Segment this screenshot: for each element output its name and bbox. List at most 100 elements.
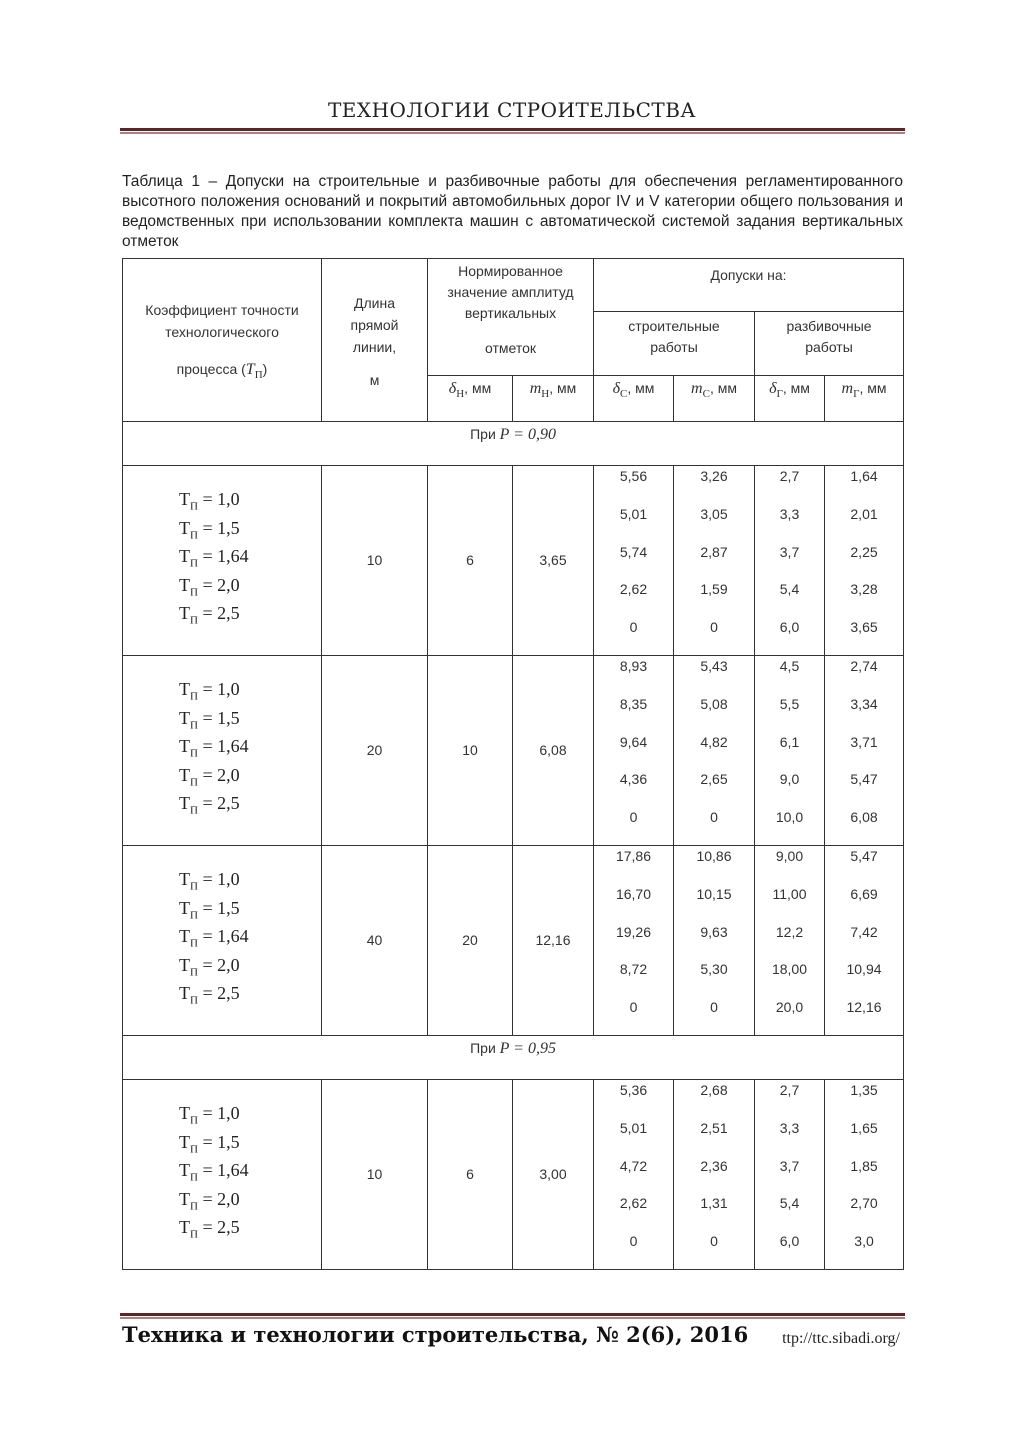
value: 0 [710, 999, 718, 1016]
mH-cell: 6,08 [512, 654, 594, 846]
header-coefficient: Коэффициент точности технологического про… [122, 258, 322, 422]
value: 16,70 [615, 885, 652, 902]
value: 2,36 [700, 1157, 728, 1174]
value: 5,01 [619, 505, 648, 522]
dC-cell: 8,93 8,35 9,64 4,36 0 [593, 654, 674, 846]
value: 10,0 [775, 809, 804, 826]
value: 10,94 [846, 961, 882, 978]
tp-values: ТП = 1,0 ТП = 1,5 ТП = 1,64 ТП = 2,0 ТП = 2,… [122, 465, 322, 656]
length-cell: 20 [321, 654, 428, 846]
value: 2,62 [619, 581, 648, 598]
value: 8,72 [619, 961, 648, 978]
subheader-4: δГ, мм [754, 375, 825, 422]
header-length: Длина прямой линии, м [321, 258, 428, 422]
value: 0 [710, 1233, 718, 1250]
value: 3,26 [700, 468, 728, 484]
value: 3,28 [850, 581, 878, 598]
journal-title: Техника и технологии строительства, № 2(… [122, 1322, 749, 1347]
subheader-5: mГ, мм [823, 375, 905, 422]
value: 5,47 [850, 847, 878, 864]
mG-cell: 1,64 2,01 2,25 3,28 3,65 [823, 465, 905, 656]
value: 2,74 [850, 657, 878, 674]
value: 5,08 [700, 695, 728, 712]
value: 12,2 [775, 923, 804, 940]
value: 12,16 [846, 999, 882, 1016]
value: 6,1 [779, 733, 800, 750]
probability-row: При P = 0,95 [121, 1034, 905, 1080]
value: 3,0 [854, 1233, 874, 1250]
table-row: ТП = 1,0 ТП = 1,5 ТП = 1,64 ТП = 2,0 ТП = 2,… [122, 844, 905, 1036]
value: 2,62 [619, 1195, 648, 1212]
value: 6,08 [850, 809, 878, 826]
value: 5,47 [850, 771, 878, 788]
value: 4,5 [779, 657, 800, 674]
value: 1,65 [850, 1119, 878, 1136]
tolerance-table: Коэффициент точности технологического про… [121, 258, 905, 1270]
value: 4,72 [619, 1157, 648, 1174]
table-row: ТП = 1,0 ТП = 1,5 ТП = 1,64 ТП = 2,0 ТП = 2,… [122, 654, 905, 846]
dG-cell: 2,7 3,3 3,7 5,4 6,0 [754, 1078, 825, 1270]
value: 17,86 [615, 847, 652, 864]
value: 3,65 [850, 619, 878, 636]
header-tolerances: Допуски на: [592, 258, 905, 312]
subheader-1: mН, мм [512, 375, 594, 422]
length-cell: 10 [321, 1078, 428, 1270]
length-cell: 40 [321, 844, 428, 1036]
value: 8,35 [619, 695, 648, 712]
value: 5,56 [619, 468, 648, 484]
subheader-2: δС, мм [593, 375, 674, 422]
value: 3,05 [700, 505, 728, 522]
value: 5,30 [700, 961, 728, 978]
value: 6,0 [779, 1233, 800, 1250]
value: 11,00 [772, 885, 807, 902]
value: 2,65 [700, 771, 728, 788]
value: 0 [629, 999, 638, 1016]
length-cell: 10 [321, 465, 428, 656]
mG-cell: 1,35 1,65 1,85 2,70 3,0 [823, 1078, 905, 1270]
value: 3,34 [850, 695, 878, 712]
value: 3,3 [779, 505, 800, 522]
dC-cell: 17,86 16,70 19,26 8,72 0 [593, 844, 674, 1036]
value: 2,7 [779, 468, 800, 484]
dH-cell: 10 [427, 654, 513, 846]
value: 3,71 [850, 733, 878, 750]
value: 1,85 [850, 1157, 878, 1174]
dH-cell: 20 [427, 844, 513, 1036]
value: 6,69 [850, 885, 878, 902]
mC-cell: 2,68 2,51 2,36 1,31 0 [673, 1078, 755, 1270]
subheader-3: mС, мм [673, 375, 755, 422]
value: 5,5 [779, 695, 800, 712]
value: 9,00 [775, 847, 804, 864]
value: 2,01 [850, 505, 878, 522]
value: 4,36 [619, 771, 648, 788]
dG-cell: 9,00 11,00 12,2 18,00 20,0 [754, 844, 825, 1036]
mH-cell: 12,16 [512, 844, 594, 1036]
value: 10,86 [696, 847, 732, 864]
value: 2,68 [700, 1081, 728, 1098]
value: 9,0 [779, 771, 800, 788]
header-normalized: Нормированное значение амплитуд вертикал… [427, 258, 594, 376]
mG-cell: 2,74 3,34 3,71 5,47 6,08 [823, 654, 905, 846]
mG-cell: 5,47 6,69 7,42 10,94 12,16 [823, 844, 905, 1036]
table-caption: Таблица 1 – Допуски на строительные и ра… [122, 173, 903, 250]
table-row: ТП = 1,0 ТП = 1,5 ТП = 1,64 ТП = 2,0 ТП = 2,… [122, 1078, 905, 1270]
subheader-0: δН, мм [427, 375, 513, 422]
value: 7,42 [850, 923, 878, 940]
value: 5,01 [619, 1119, 648, 1136]
dC-cell: 5,56 5,01 5,74 2,62 0 [593, 465, 674, 656]
journal-url[interactable]: ttp://ttc.sibadi.org/ [782, 1330, 900, 1347]
value: 0 [710, 619, 718, 636]
dC-cell: 5,36 5,01 4,72 2,62 0 [593, 1078, 674, 1270]
mC-cell: 3,26 3,05 2,87 1,59 0 [673, 465, 755, 656]
value: 0 [629, 809, 638, 826]
mC-cell: 10,86 10,15 9,63 5,30 0 [673, 844, 755, 1036]
value: 5,74 [619, 543, 648, 560]
footer-rule [120, 1313, 905, 1319]
value: 2,70 [850, 1195, 878, 1212]
value: 3,7 [779, 1157, 800, 1174]
value: 19,26 [615, 923, 652, 940]
header-rule [120, 128, 905, 134]
value: 1,64 [850, 468, 878, 484]
dG-cell: 2,7 3,3 3,7 5,4 6,0 [754, 465, 825, 656]
